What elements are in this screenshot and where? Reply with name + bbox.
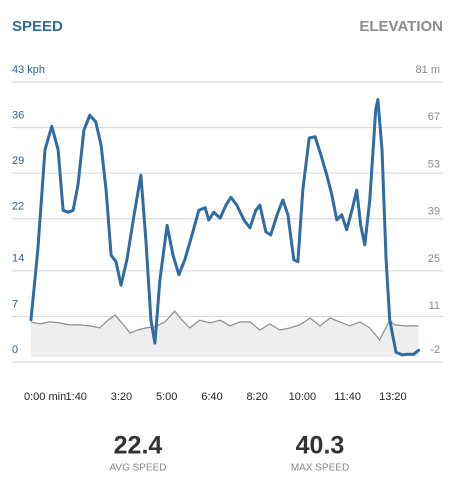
x-tick-label: 13:20: [379, 391, 407, 403]
y2-tick-label: 11: [429, 300, 440, 312]
y-tick-label: 0: [12, 344, 18, 356]
x-tick-label: 0:00 min: [24, 391, 66, 403]
y-tick-label: 43 kph: [12, 64, 45, 76]
avg-speed-value: 22.4: [114, 432, 163, 460]
y2-tick-label: -2: [430, 344, 440, 356]
elevation-area: [31, 311, 419, 357]
y2-tick-label: 53: [428, 158, 440, 170]
x-tick-label: 10:00: [289, 391, 317, 403]
max-speed-value: 40.3: [296, 432, 345, 460]
avg-speed-label: AVG SPEED: [109, 463, 166, 474]
x-tick-label: 8:20: [246, 391, 267, 403]
x-tick-label: 3:20: [111, 391, 132, 403]
x-tick-label: 6:40: [201, 391, 222, 403]
max-speed-label: MAX SPEED: [291, 463, 349, 474]
elevation-header: ELEVATION: [359, 18, 443, 35]
elevation-line: [30, 310, 419, 342]
x-tick-label: 1:40: [66, 391, 87, 403]
y-tick-label: 22: [12, 201, 24, 213]
y2-tick-label: 81 m: [416, 64, 440, 76]
y2-tick-label: 25: [428, 253, 440, 265]
y-tick-label: 14: [12, 253, 24, 265]
y-tick-label: 7: [12, 298, 18, 310]
x-tick-label: 5:00: [156, 391, 177, 403]
speed-line: [29, 98, 421, 357]
y2-tick-label: 67: [428, 111, 440, 123]
speed-header: SPEED: [12, 18, 63, 35]
x-tick-label: 11:40: [334, 391, 361, 403]
y2-tick-label: 39: [428, 206, 440, 218]
y-tick-label: 36: [12, 109, 24, 121]
y-tick-label: 29: [12, 155, 24, 167]
